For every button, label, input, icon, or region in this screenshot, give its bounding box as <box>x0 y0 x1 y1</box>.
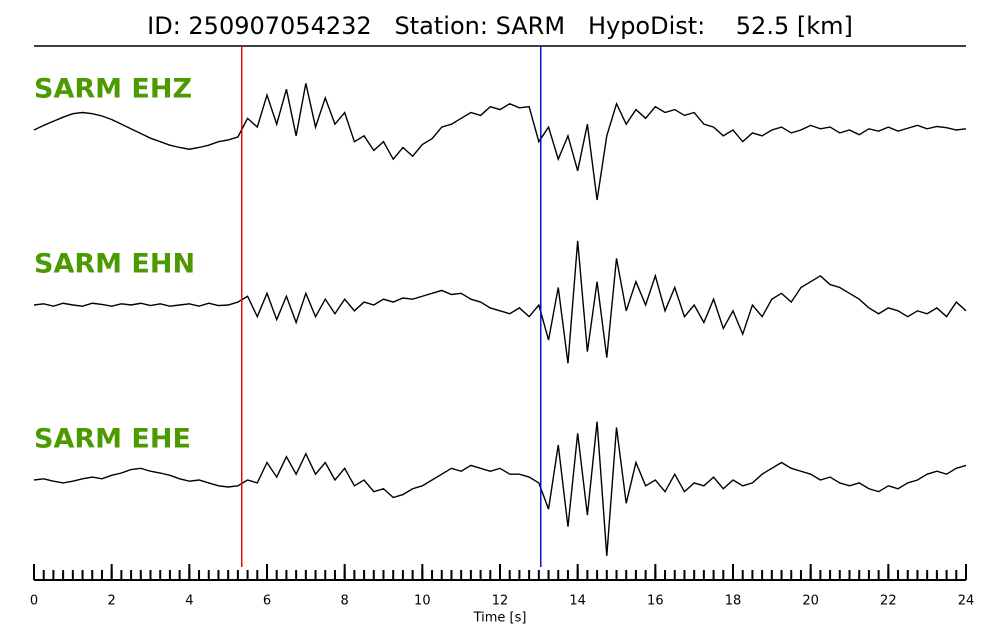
chart-title: ID: 250907054232 Station: SARM HypoDist:… <box>147 12 853 40</box>
x-tick-label: 22 <box>880 594 897 609</box>
x-tick-label: 4 <box>185 594 193 609</box>
trace <box>33 83 967 201</box>
x-tick-label: 20 <box>802 594 819 609</box>
trace-label: SARM EHZ <box>34 74 192 105</box>
x-tick-label: 24 <box>958 594 975 609</box>
x-tick-label: 2 <box>108 594 116 609</box>
trace-label: SARM EHN <box>34 249 195 280</box>
x-tick-label: 12 <box>492 594 509 609</box>
x-tick-label: 18 <box>725 594 742 609</box>
x-tick-label: 16 <box>647 594 664 609</box>
trace <box>33 240 967 364</box>
trace-label: SARM EHE <box>34 424 191 455</box>
x-tick-label: 0 <box>30 594 38 609</box>
x-tick-label: 14 <box>569 594 586 609</box>
x-tick-label: 10 <box>414 594 431 609</box>
x-tick-label: 6 <box>263 594 271 609</box>
x-axis-label: Time [s] <box>473 611 527 626</box>
x-tick-label: 8 <box>341 594 349 609</box>
trace <box>33 421 967 556</box>
